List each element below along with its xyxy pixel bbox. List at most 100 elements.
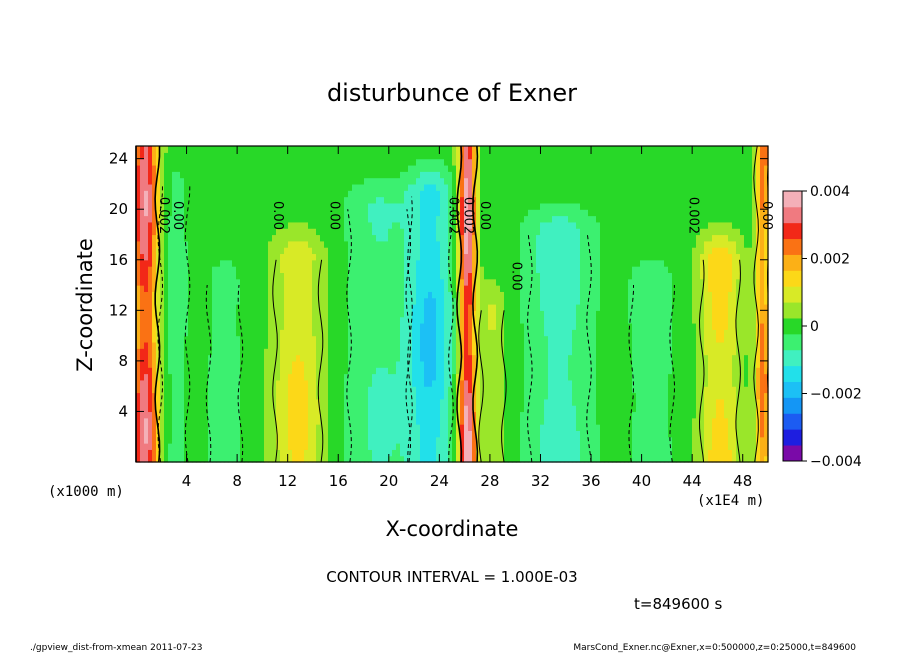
heatmap-cell [220,164,225,172]
heatmap-cell [264,266,269,273]
heatmap-cell [528,310,533,318]
heatmap-cell [264,196,269,204]
heatmap-cell [216,152,221,160]
heatmap-cell [272,304,277,311]
heatmap-cell [244,228,249,236]
heatmap-cell [244,430,249,438]
heatmap-cell [288,341,293,349]
heatmap-cell [136,360,141,368]
heatmap-cell [224,405,229,413]
heatmap-cell [444,177,449,185]
heatmap-cell [264,379,269,387]
heatmap-cell [476,424,481,431]
heatmap-cell [180,164,185,172]
heatmap-cell [256,247,261,255]
heatmap-cell [280,177,285,185]
heatmap-cell [164,316,169,324]
heatmap-cell [196,443,201,450]
heatmap-cell [192,146,197,153]
heatmap-cell [280,304,285,311]
heatmap-cell [328,455,333,463]
heatmap-cell [212,266,217,273]
heatmap-cell [516,221,521,229]
heatmap-cell [272,360,277,368]
heatmap-cell [160,335,165,343]
heatmap-cell [228,360,233,368]
heatmap-cell [456,196,461,204]
heatmap-cell [396,278,401,286]
heatmap-cell [352,436,357,444]
heatmap-cell [524,234,529,242]
heatmap-cell [428,183,433,191]
heatmap-cell [512,367,517,375]
heatmap-cell [324,196,329,204]
heatmap-cell [272,335,277,343]
heatmap-cell [408,196,413,204]
heatmap-cell [264,234,269,242]
heatmap-cell [428,158,433,166]
heatmap-cell [232,196,237,204]
heatmap-cell [144,322,149,330]
heatmap-cell [280,310,285,318]
heatmap-cell [328,367,333,375]
heatmap-cell [412,209,417,217]
heatmap-cell [184,266,189,273]
heatmap-cell [340,348,345,356]
heatmap-cell [288,405,293,413]
heatmap-cell [256,158,261,166]
heatmap-cell [432,146,437,153]
heatmap-cell [284,367,289,375]
heatmap-cell [392,341,397,349]
heatmap-cell [448,367,453,375]
heatmap-cell [256,291,261,299]
heatmap-cell [500,196,505,204]
heatmap-cell [196,398,201,406]
heatmap-cell [440,341,445,349]
heatmap-cell [480,171,485,179]
heatmap-cell [208,392,213,400]
heatmap-cell [376,272,381,280]
heatmap-cell [244,215,249,223]
heatmap-cell [532,297,537,305]
heatmap-cell [284,354,289,362]
heatmap-cell [340,272,345,280]
heatmap-cell [312,373,317,381]
heatmap-cell [300,424,305,431]
heatmap-cell [328,449,333,457]
heatmap-cell [356,424,361,431]
heatmap-cell [452,335,457,343]
heatmap-cell [476,392,481,400]
heatmap-cell [144,379,149,387]
heatmap-cell [436,373,441,381]
heatmap-cell [156,202,161,210]
heatmap-cell [360,417,365,425]
heatmap-cell [500,436,505,444]
heatmap-cell [524,329,529,337]
heatmap-cell [136,417,141,425]
heatmap-cell [144,221,149,229]
heatmap-cell [348,190,353,198]
heatmap-cell [512,424,517,431]
heatmap-cell [216,221,221,229]
heatmap-cell [372,436,377,444]
heatmap-cell [412,272,417,280]
heatmap-cell [216,209,221,217]
heatmap-cell [380,152,385,160]
heatmap-cell [464,360,469,368]
heatmap-cell [360,341,365,349]
heatmap-cell [344,354,349,362]
heatmap-cell [416,146,421,153]
heatmap-cell [348,152,353,160]
heatmap-cell [260,430,265,438]
heatmap-cell [416,228,421,236]
heatmap-cell [176,152,181,160]
heatmap-cell [184,164,189,172]
heatmap-cell [344,367,349,375]
heatmap-cell [248,234,253,242]
heatmap-cell [260,146,265,153]
heatmap-cell [224,183,229,191]
heatmap-cell [528,304,533,311]
heatmap-cell [260,379,265,387]
heatmap-cell [284,259,289,267]
heatmap-cell [264,367,269,375]
